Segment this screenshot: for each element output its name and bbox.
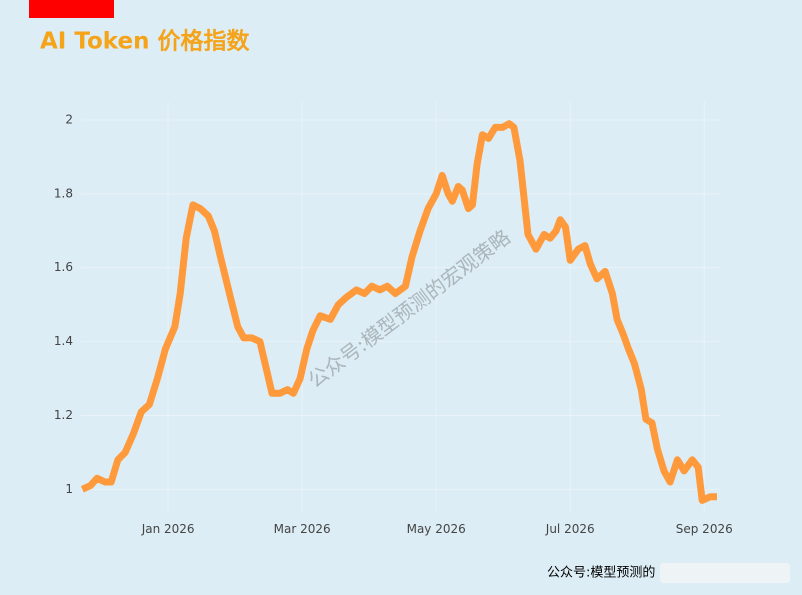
- x-tick-label: May 2026: [407, 522, 466, 536]
- y-tick-label: 2: [65, 112, 73, 126]
- y-tick-label: 1.4: [54, 334, 73, 348]
- chart-title: AI Token 价格指数: [40, 28, 250, 55]
- x-tick-label: Sep 2026: [676, 522, 733, 536]
- x-tick-label: Mar 2026: [274, 522, 331, 536]
- x-tick-label: Jan 2026: [141, 522, 195, 536]
- y-tick-label: 1.8: [54, 186, 73, 200]
- x-tick-label: Jul 2026: [545, 522, 595, 536]
- footer: 公众号:模型预测的: [547, 565, 655, 581]
- data-line: [80, 120, 717, 504]
- blur-box: [660, 563, 790, 583]
- y-tick-label: 1.2: [54, 408, 73, 422]
- y-tick-label: 1: [65, 482, 73, 496]
- red-bar: [29, 0, 114, 18]
- y-tick-label: 1.6: [54, 260, 73, 274]
- plot-area: 1 1.2 1.4 1.6 1.8 2 Jan 2026 Mar 2026 May 2026 Ju…: [54, 101, 733, 536]
